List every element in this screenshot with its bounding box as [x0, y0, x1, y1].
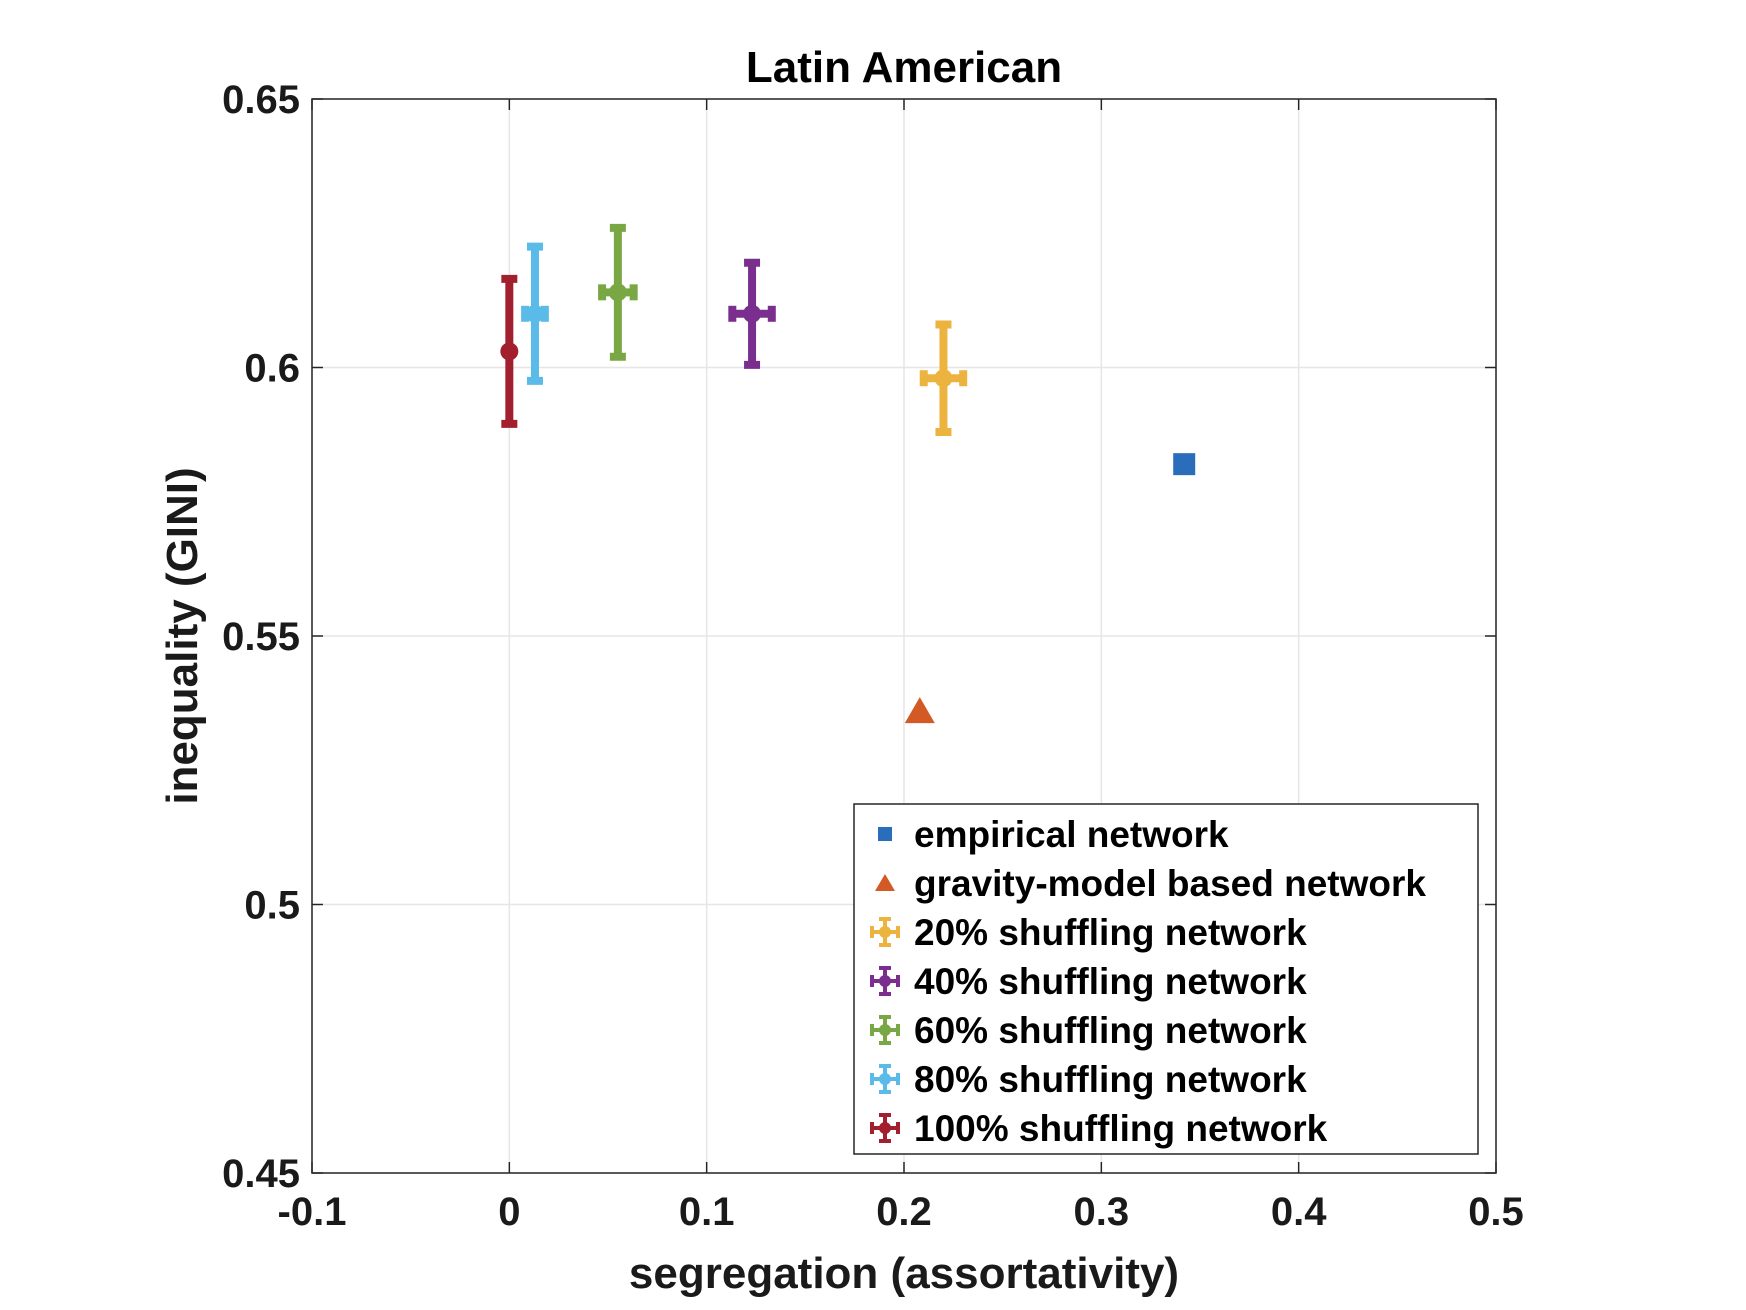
- legend-marker-errorbar: [870, 1064, 900, 1094]
- legend-item: gravity-model based network: [875, 863, 1426, 904]
- legend-label: 100% shuffling network: [914, 1108, 1328, 1149]
- errorbar-center-point: [525, 304, 544, 323]
- legend-marker-errorbar: [870, 1015, 900, 1045]
- errorbar-center-point: [879, 926, 891, 938]
- legend-item: 60% shuffling network: [870, 1010, 1307, 1051]
- legend-item: 40% shuffling network: [870, 961, 1307, 1002]
- x-tick-label: 0.2: [876, 1190, 932, 1234]
- x-tick-label: 0.4: [1271, 1190, 1327, 1234]
- data-point-40-shuffling-network: [728, 258, 776, 369]
- data-point-empirical-network: [1173, 453, 1196, 476]
- y-tick-labels: 0.45 0.5 0.55 0.6 0.65: [222, 78, 300, 1196]
- legend-label: gravity-model based network: [914, 863, 1426, 904]
- x-tick-label: 0.5: [1468, 1190, 1524, 1234]
- legend-label: 40% shuffling network: [914, 961, 1307, 1002]
- legend-item: 80% shuffling network: [870, 1059, 1307, 1100]
- errorbar-center-point: [743, 304, 762, 323]
- data-marks: [500, 223, 1196, 724]
- chart-title: Latin American: [746, 43, 1062, 92]
- errorbar-center-point: [879, 1073, 891, 1085]
- data-point-20-shuffling-network: [919, 320, 968, 436]
- legend-marker-errorbar: [870, 966, 900, 996]
- errorbar-center-point: [879, 1122, 891, 1134]
- legend-marker-square: [878, 827, 892, 841]
- x-tick-labels: -0.1 0 0.1 0.2 0.3 0.4 0.5: [278, 1190, 1524, 1234]
- y-tick-label: 0.55: [222, 615, 300, 659]
- legend-marker-errorbar: [870, 1113, 900, 1143]
- data-point-60-shuffling-network: [598, 223, 638, 361]
- legend-label: empirical network: [914, 814, 1229, 855]
- x-tick-label: 0.1: [679, 1190, 735, 1234]
- legend-label: 20% shuffling network: [914, 912, 1307, 953]
- legend: empirical network gravity-model based net…: [853, 803, 1479, 1155]
- data-point-100-shuffling-network: [500, 274, 519, 428]
- y-tick-label: 0.6: [244, 347, 300, 391]
- legend-item: empirical network: [878, 814, 1229, 855]
- y-tick-label: 0.45: [222, 1152, 300, 1196]
- legend-marker-errorbar: [870, 917, 900, 947]
- y-tick-label: 0.5: [244, 884, 300, 928]
- legend-item: 100% shuffling network: [870, 1108, 1328, 1149]
- errorbar-center-point: [879, 1024, 891, 1036]
- y-axis-title: inequality (GINI): [158, 467, 207, 804]
- data-point-80-shuffling-network: [521, 242, 549, 385]
- legend-item: 20% shuffling network: [870, 912, 1307, 953]
- x-tick-label: 0.3: [1074, 1190, 1130, 1234]
- legend-label: 80% shuffling network: [914, 1059, 1307, 1100]
- x-axis-title: segregation (assortativity): [629, 1249, 1179, 1298]
- y-tick-label: 0.65: [222, 78, 300, 122]
- errorbar-center-point: [500, 342, 519, 361]
- data-point-gravity-model-based-network: [904, 697, 935, 724]
- x-tick-label: 0: [498, 1190, 520, 1234]
- errorbar-center-point: [608, 283, 627, 302]
- legend-marker-triangle: [875, 874, 895, 891]
- axis-ticks: [311, 98, 1497, 1174]
- x-tick-label: -0.1: [278, 1190, 347, 1234]
- errorbar-center-point: [879, 975, 891, 987]
- errorbar-center-point: [934, 369, 953, 388]
- legend-label: 60% shuffling network: [914, 1010, 1307, 1051]
- legend-box: [853, 803, 1479, 1155]
